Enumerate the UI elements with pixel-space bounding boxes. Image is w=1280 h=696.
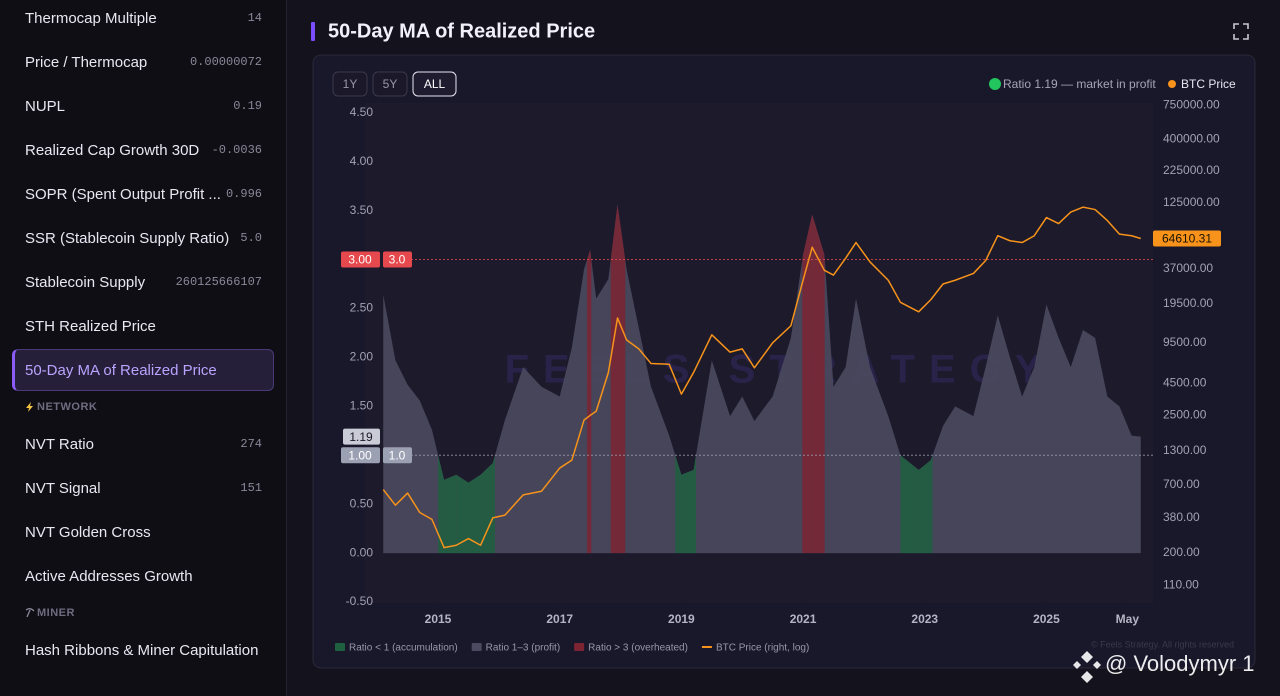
y2-tick-label: 400000.00 <box>1163 132 1220 146</box>
x-tick-label: 2019 <box>668 612 695 626</box>
zone-segment <box>611 205 618 553</box>
y-tick-label: 1.50 <box>350 398 374 412</box>
y-tick-label: 2.00 <box>350 350 374 364</box>
y-tick-label: -0.50 <box>346 594 374 608</box>
reference-tick-label: 1.00 <box>348 448 372 462</box>
reference-label: 1.0 <box>389 448 406 462</box>
zone-segment <box>919 460 931 553</box>
x-tick-label: 2015 <box>425 612 452 626</box>
zone-segment <box>444 475 456 553</box>
current-ratio-label: 1.19 <box>349 430 373 444</box>
zone-segment <box>931 455 933 553</box>
zone-segment <box>617 205 625 553</box>
zone-segment <box>493 455 495 553</box>
legend-label: Ratio < 1 (accumulation) <box>349 643 458 654</box>
y2-tick-label: 1300.00 <box>1163 443 1207 457</box>
y2-tick-label: 700.00 <box>1163 477 1200 491</box>
zone-segment <box>587 250 590 553</box>
y-tick-label: 0.50 <box>350 496 374 510</box>
x-tick-label: 2017 <box>546 612 573 626</box>
zone-segment <box>694 455 696 553</box>
y2-tick-label: 4500.00 <box>1163 376 1207 390</box>
y-tick-label: 0.00 <box>350 545 374 559</box>
y2-tick-label: 2500.00 <box>1163 408 1207 422</box>
y2-tick-label: 19500.00 <box>1163 296 1213 310</box>
y2-tick-label: 9500.00 <box>1163 335 1207 349</box>
price-dot <box>1168 80 1176 88</box>
range-button[interactable]: 1Y <box>333 72 367 96</box>
copyright: © Feels Strategy. All rights reserved <box>1091 639 1234 649</box>
price-legend: BTC Price <box>1181 77 1236 91</box>
y-tick-label: 2.50 <box>350 301 374 315</box>
y2-tick-label: 125000.00 <box>1163 195 1220 209</box>
y2-tick-label: 110.00 <box>1163 578 1199 592</box>
status-dot <box>989 78 1001 90</box>
reference-tick-label: 3.00 <box>348 253 372 267</box>
x-tick-label: 2021 <box>790 612 817 626</box>
y2-tick-label: 200.00 <box>1163 545 1200 559</box>
x-tick-label: 2025 <box>1033 612 1060 626</box>
button-label: 1Y <box>343 77 358 91</box>
title-accent <box>311 22 315 41</box>
x-tick-label: 2023 <box>911 612 938 626</box>
x-tick-label: May <box>1116 612 1140 626</box>
y2-tick-label: 750000.00 <box>1163 97 1220 111</box>
y-tick-label: 3.50 <box>350 203 374 217</box>
reference-label: 3.0 <box>389 253 406 267</box>
legend-swatch <box>335 643 345 651</box>
zone-segment <box>681 470 693 553</box>
legend-swatch <box>574 643 584 651</box>
overlay-text: @ Volodymyr 1 <box>1105 651 1255 676</box>
button-label: ALL <box>424 77 446 91</box>
panel-title: 50-Day MA of Realized Price <box>328 20 595 42</box>
legend-label: Ratio 1–3 (profit) <box>486 643 560 654</box>
y-tick-label: 4.50 <box>350 105 374 119</box>
y2-tick-label: 225000.00 <box>1163 163 1220 177</box>
range-button[interactable]: 5Y <box>373 72 407 96</box>
zone-segment <box>802 255 803 553</box>
range-button[interactable]: ALL <box>413 72 456 96</box>
legend-label: BTC Price (right, log) <box>716 643 809 654</box>
y2-tick-label: 380.00 <box>1163 510 1200 524</box>
zone-segment <box>590 250 591 553</box>
legend-label: Ratio > 3 (overheated) <box>588 643 688 654</box>
y2-tick-label: 37000.00 <box>1163 261 1213 275</box>
zone-segment <box>900 455 918 553</box>
legend-swatch <box>472 643 482 651</box>
y-tick-label: 4.00 <box>350 154 374 168</box>
button-label: 5Y <box>383 77 398 91</box>
price-badge-label: 64610.31 <box>1162 232 1212 246</box>
status-text: Ratio 1.19 — market in profit <box>1003 77 1156 91</box>
